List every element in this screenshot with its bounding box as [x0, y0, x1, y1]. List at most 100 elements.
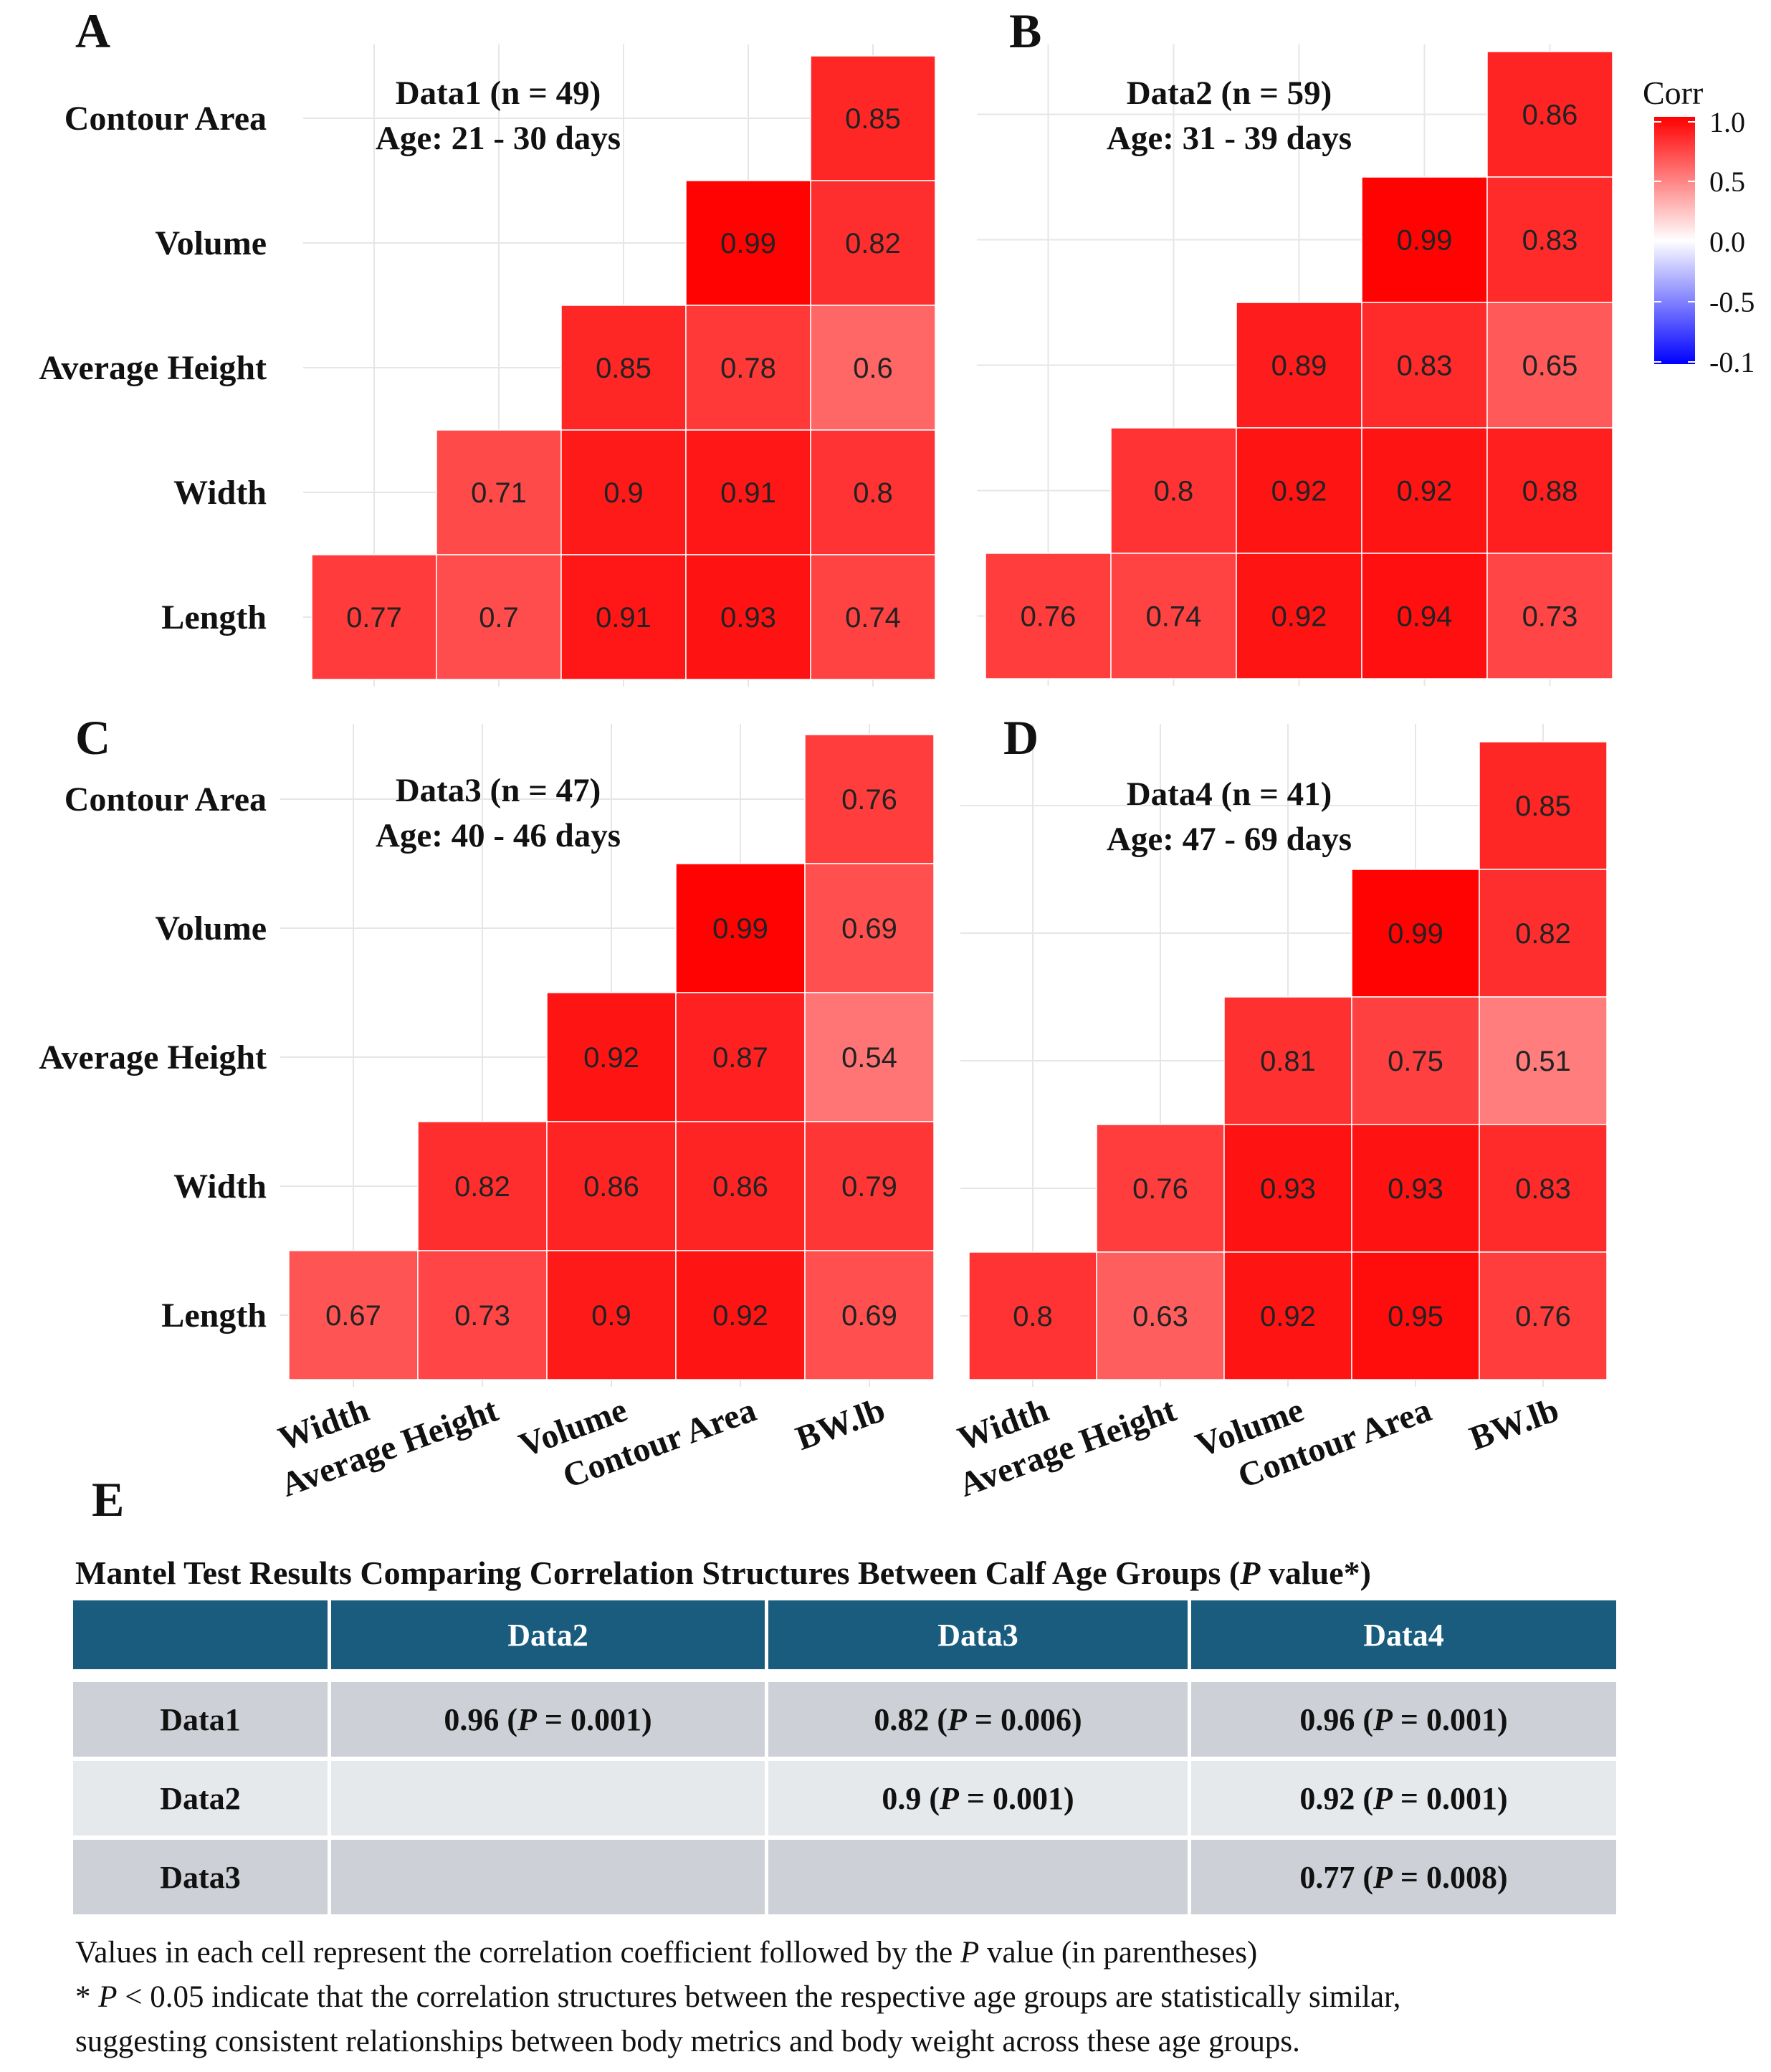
- cell-value-label: 0.81: [1260, 1046, 1316, 1077]
- footnote-text: Values in each cell represent the correl…: [75, 1936, 960, 1970]
- heatmap-cell: [1486, 302, 1613, 429]
- cell-value-label: 0.99: [712, 913, 768, 945]
- cell-coefficient: 0.77 (: [1299, 1860, 1373, 1895]
- footnote-text: < 0.05 indicate that the correlation str…: [118, 1980, 1401, 2014]
- table-title-text: Mantel Test Results Comparing Correlatio…: [75, 1555, 1240, 1591]
- cell-value-label: 0.83: [1522, 225, 1578, 257]
- heatmap-cell: [560, 554, 687, 680]
- heatmap-panel-d: 0.85 0.99 0.82 0.81 0.75 0.51 0.76 0.93 0.93 0.83…: [953, 710, 1608, 1504]
- cell-value-label: 0.73: [1522, 601, 1578, 633]
- heatmap-cell: [804, 1121, 935, 1251]
- cell-value-label: 0.74: [1146, 601, 1202, 633]
- cell-p-symbol: P: [517, 1702, 538, 1737]
- heatmap-cell: [804, 734, 935, 864]
- table-row-label: Data3: [160, 1860, 240, 1895]
- footnote-line-2: * P < 0.05 indicate that the correlation…: [75, 1980, 1400, 2014]
- row-label: Length: [161, 1297, 267, 1335]
- panel-letter: A: [75, 4, 110, 58]
- heatmap-panel-a: 0.85 0.99 0.82 0.85 0.78 0.6 0.71 0.9 0.91 0.8 0.7…: [39, 4, 936, 687]
- cell-value-label: 0.76: [1515, 1301, 1571, 1332]
- table-header-cell: [331, 1600, 765, 1669]
- table-cell: [1191, 1682, 1616, 1757]
- cell-value-label: 0.93: [720, 602, 776, 634]
- table-row-label: Data2: [160, 1781, 240, 1816]
- heatmap-cell: [546, 1121, 677, 1251]
- panel-title-line-2: Age: 47 - 69 days: [1107, 821, 1352, 858]
- cell-value-label: 0.85: [1515, 791, 1571, 822]
- cell-value-label: 0.71: [471, 477, 527, 509]
- footnote-p: P: [97, 1980, 117, 2014]
- cell-value-label: 0.94: [1397, 601, 1453, 633]
- table-cell: [331, 1840, 765, 1914]
- table-cell: [768, 1761, 1188, 1835]
- table-header-cell: [1191, 1600, 1616, 1669]
- table-header-label: Data2: [507, 1618, 588, 1653]
- footnote-line-1: Values in each cell represent the correl…: [75, 1936, 1257, 1970]
- cell-value-label: 0.92: [1271, 476, 1327, 507]
- table-cell: [73, 1840, 328, 1914]
- cell-value-label: 0.86: [712, 1171, 768, 1203]
- heatmap-cell: [1479, 1251, 1608, 1380]
- panel-title-line-2: Age: 31 - 39 days: [1107, 120, 1352, 157]
- heatmap-cell: [810, 554, 936, 680]
- cell-p-value: = 0.006): [967, 1702, 1082, 1737]
- table-cell-value: 0.96 (P = 0.001): [1299, 1702, 1507, 1737]
- heatmap-cell: [1361, 176, 1488, 303]
- footnote-text: *: [75, 1980, 98, 2014]
- cell-value-label: 0.91: [720, 477, 776, 509]
- cell-coefficient: 0.82 (: [874, 1702, 947, 1737]
- cell-value-label: 0.85: [845, 103, 901, 135]
- row-label: Width: [173, 474, 267, 512]
- heatmap-cell: [436, 554, 562, 680]
- table-cell: [1191, 1761, 1616, 1835]
- cell-value-label: 0.54: [841, 1042, 897, 1074]
- heatmap-cell: [560, 429, 687, 555]
- row-label: Average Height: [39, 349, 267, 387]
- cell-value-label: 0.89: [1271, 350, 1327, 382]
- heatmap-cell: [1486, 553, 1613, 679]
- panel-title-line-1: Data4 (n = 41): [1127, 775, 1332, 813]
- row-label: Width: [173, 1168, 267, 1206]
- cell-p-symbol: P: [1373, 1702, 1393, 1737]
- cell-value-label: 0.92: [583, 1042, 639, 1074]
- cell-value-label: 0.76: [1132, 1173, 1188, 1205]
- cell-value-label: 0.86: [583, 1171, 639, 1203]
- heatmap-cell: [1096, 1124, 1225, 1253]
- cell-value-label: 0.93: [1260, 1173, 1316, 1205]
- panel-letter: C: [75, 710, 110, 765]
- cell-p-value: = 0.001): [537, 1702, 652, 1737]
- heatmap-cell: [1486, 51, 1613, 178]
- cell-value-label: 0.92: [1260, 1301, 1316, 1332]
- cell-value-label: 0.82: [845, 228, 901, 259]
- footnote-text: value (in parentheses): [979, 1936, 1257, 1970]
- heatmap-cell: [810, 305, 936, 431]
- table-header-cell: [768, 1600, 1188, 1669]
- column-label: BW.lb: [791, 1391, 890, 1458]
- heatmap-cell: [804, 863, 935, 993]
- panel-letter: B: [1009, 4, 1041, 58]
- heatmap-panel-c: 0.76 0.99 0.69 0.92 0.87 0.54 0.82 0.86 0.86 0.79…: [39, 710, 935, 1504]
- cell-value-label: 0.8: [1013, 1301, 1053, 1332]
- footnotes: Values in each cell represent the correl…: [75, 1936, 1400, 2058]
- cell-value-label: 0.99: [1388, 918, 1443, 950]
- cell-value-label: 0.77: [346, 602, 402, 634]
- legend-title: Corr: [1643, 75, 1703, 111]
- cell-value-label: 0.65: [1522, 350, 1578, 382]
- cell-p-value: = 0.001): [1393, 1702, 1508, 1737]
- heatmap-cell: [1236, 302, 1362, 429]
- cell-value-label: 0.7: [479, 602, 519, 634]
- cell-value-label: 0.92: [1397, 476, 1453, 507]
- cell-value-label: 0.85: [596, 353, 651, 384]
- table-header-cell: [73, 1600, 328, 1669]
- heatmap-cell: [685, 554, 811, 680]
- panel-title-line-1: Data3 (n = 47): [396, 772, 601, 809]
- heatmap-cell: [685, 180, 811, 306]
- cell-value-label: 0.88: [1522, 476, 1578, 507]
- cell-value-label: 0.86: [1522, 100, 1578, 131]
- heatmap-cell: [685, 305, 811, 431]
- table-title-p: P: [1239, 1555, 1261, 1591]
- heatmap-panel-b: 0.86 0.99 0.83 0.89 0.83 0.65 0.8 0.92 0.92 0.88 0…: [977, 4, 1613, 686]
- cell-value-label: 0.63: [1132, 1301, 1188, 1332]
- legend-tick-label: -0.1: [1709, 346, 1755, 378]
